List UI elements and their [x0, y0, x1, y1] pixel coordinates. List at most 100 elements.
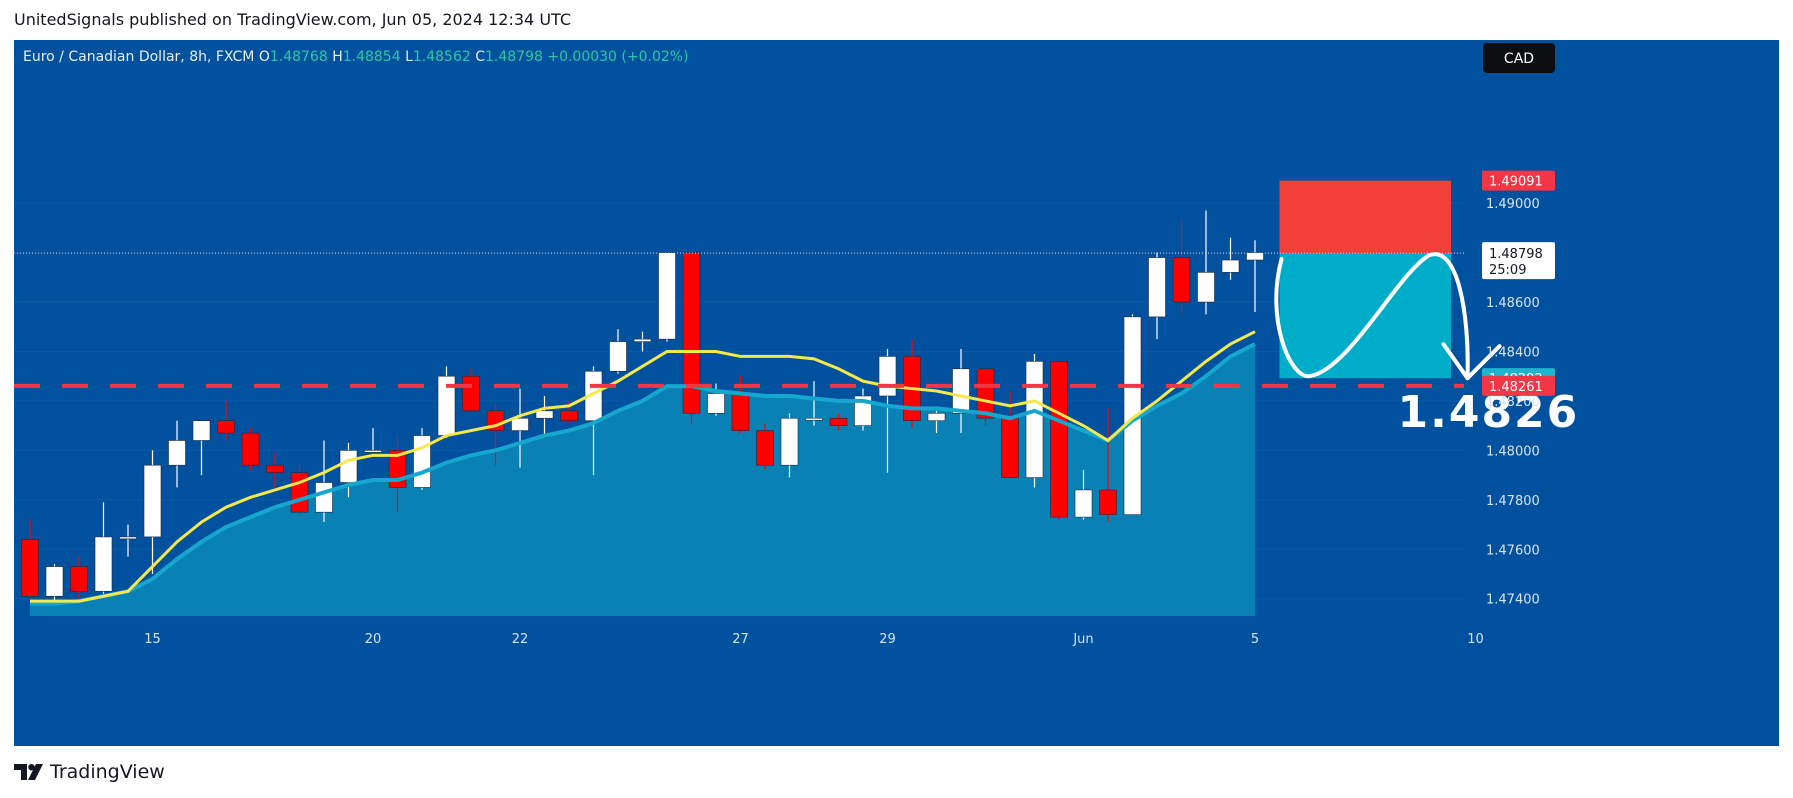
candle-body — [241, 432, 260, 466]
candle-body — [339, 450, 358, 483]
candle[interactable] — [94, 502, 113, 594]
candle[interactable] — [70, 556, 88, 602]
candle[interactable] — [1074, 470, 1093, 520]
candle-body — [927, 412, 946, 422]
price-chart[interactable]: 1.4826 1.474001.476001.478001.480001.482… — [14, 40, 1779, 746]
candle-body — [266, 464, 284, 473]
price-tick-label: 1.48400 — [1486, 345, 1540, 360]
stop-price-badge — [1482, 170, 1555, 191]
candle[interactable] — [535, 395, 554, 436]
candle[interactable] — [364, 428, 382, 453]
price-tick-label: 1.48600 — [1486, 296, 1540, 311]
candle-body — [780, 417, 799, 466]
candle-body — [217, 420, 235, 434]
time-tick-label: 22 — [512, 632, 529, 647]
candle-body — [1001, 417, 1019, 478]
candle[interactable] — [1172, 220, 1191, 315]
ohlc-legend: Euro / Canadian Dollar, 8h, FXCM O1.4876… — [23, 49, 689, 65]
candle-body — [94, 536, 113, 592]
take-profit-zone[interactable] — [1279, 253, 1452, 379]
legend-l-label: L — [405, 49, 413, 65]
stop-price-label: 1.49091 — [1489, 175, 1543, 190]
candle[interactable] — [511, 388, 529, 468]
price-tick-label: 1.47800 — [1486, 494, 1540, 509]
current-price-label: 1.48798 — [1489, 247, 1543, 262]
candle[interactable] — [927, 410, 946, 434]
candle[interactable] — [21, 519, 39, 599]
candle[interactable] — [413, 428, 431, 490]
candle[interactable] — [241, 428, 260, 471]
candle-body — [462, 375, 480, 412]
candle[interactable] — [437, 366, 456, 439]
price-tick-label: 1.48200 — [1486, 395, 1540, 410]
candle-body — [1246, 252, 1264, 261]
candle-body — [952, 368, 970, 414]
currency-button[interactable] — [1483, 43, 1555, 73]
candle[interactable] — [143, 450, 162, 574]
candle-body — [707, 393, 725, 414]
candle[interactable] — [707, 383, 725, 416]
candle[interactable] — [1050, 361, 1068, 520]
candle[interactable] — [290, 465, 309, 515]
candle[interactable] — [1221, 237, 1240, 280]
candle[interactable] — [1197, 210, 1215, 315]
current-price-badge — [1482, 242, 1555, 280]
candle-body — [805, 417, 823, 421]
projection-arrow — [1274, 252, 1470, 381]
candle[interactable] — [756, 423, 774, 471]
ema-fast-line — [30, 330, 1256, 603]
candle[interactable] — [45, 564, 64, 602]
candle-body — [560, 410, 578, 422]
candle-body — [1221, 259, 1240, 273]
price-tick-label: 1.48000 — [1486, 444, 1540, 459]
candle[interactable] — [976, 366, 995, 426]
candle[interactable] — [168, 420, 186, 488]
stop-loss-zone[interactable] — [1279, 180, 1452, 254]
time-tick-label: 10 — [1467, 632, 1484, 647]
candle[interactable] — [1246, 240, 1264, 312]
candle[interactable] — [1099, 408, 1117, 523]
candle-body — [609, 341, 627, 372]
candle[interactable] — [633, 331, 652, 352]
candle[interactable] — [1025, 353, 1044, 488]
legend-o: 1.48768 — [270, 49, 332, 65]
level-price-badge — [1482, 375, 1555, 396]
legend-c-label: C — [475, 49, 485, 65]
currency-label: CAD — [1504, 51, 1534, 67]
candle[interactable] — [805, 381, 823, 426]
chart-frame[interactable]: 1.4826 1.47400 1.47600 1.47800 1.48000 1.482… — [14, 40, 1779, 746]
candle-body — [878, 356, 897, 397]
candle[interactable] — [952, 349, 970, 434]
time-tick-label: 20 — [365, 632, 382, 647]
candle[interactable] — [609, 329, 627, 374]
candle[interactable] — [217, 400, 235, 441]
legend-change: +0.00030 (+0.02%) — [547, 49, 688, 65]
tradingview-logo-icon — [14, 764, 43, 780]
price-tick-label: 1.49000 — [1486, 197, 1540, 212]
time-tick-label: 29 — [879, 632, 896, 647]
candle[interactable] — [658, 252, 676, 342]
candle-body — [1172, 257, 1191, 303]
candle[interactable] — [780, 413, 799, 478]
candle-body — [829, 417, 848, 426]
ema-area-fill — [30, 344, 1255, 616]
candle[interactable] — [266, 452, 284, 488]
legend-o-label: O — [259, 49, 270, 65]
time-tick-label: 27 — [732, 632, 749, 647]
candle[interactable] — [192, 420, 211, 476]
arrow-head-icon — [1441, 342, 1502, 381]
candle-body — [192, 420, 211, 441]
candle[interactable] — [1148, 252, 1166, 340]
tradingview-footer[interactable]: TradingView — [14, 760, 165, 784]
candle[interactable] — [119, 524, 137, 557]
candle-body — [70, 566, 88, 592]
candle[interactable] — [1123, 314, 1142, 515]
candle[interactable] — [829, 413, 848, 431]
legend-l: 1.48562 — [413, 49, 475, 65]
legend-name: Euro / Canadian Dollar, 8h, FXCM — [23, 49, 259, 65]
candle-body — [511, 417, 529, 431]
candle[interactable] — [682, 252, 701, 424]
candle-body — [756, 430, 774, 466]
candle-body — [168, 440, 186, 466]
publisher-line: UnitedSignals published on TradingView.c… — [14, 10, 572, 29]
